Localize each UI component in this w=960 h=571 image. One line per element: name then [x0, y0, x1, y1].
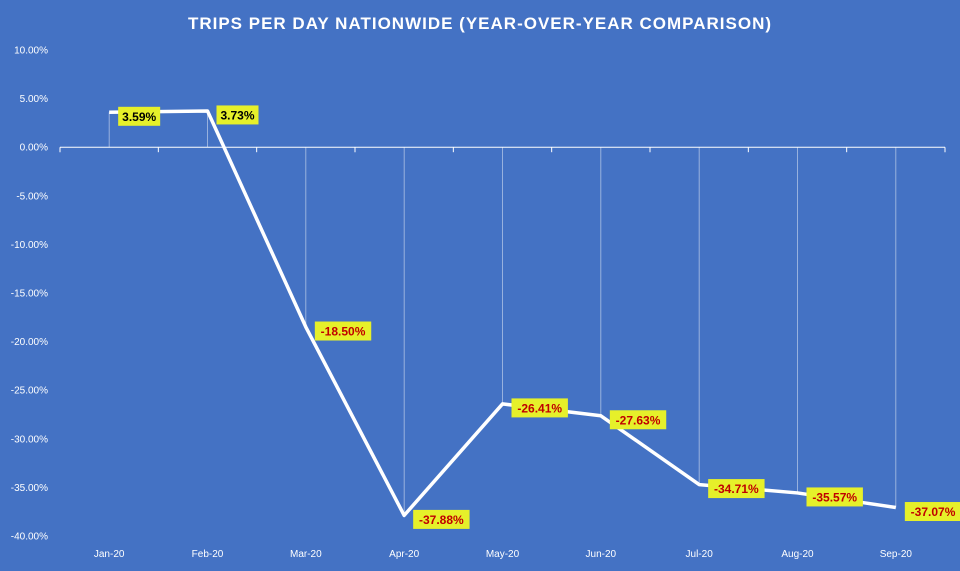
data-labels: 3.59% 3.73% -18.50% -37.88% -26.41% -27.63% -3…: [118, 105, 960, 529]
data-label-text: -34.71%: [714, 482, 759, 496]
x-tick-label: Mar-20: [290, 549, 322, 560]
y-axis: 10.00% 5.00% 0.00% -5.00% -10.00% -15.00% -20.…: [11, 46, 48, 543]
data-label-box: [511, 398, 568, 418]
data-label-text: 3.59%: [122, 110, 156, 124]
y-tick-label: -5.00%: [16, 191, 48, 202]
y-tick-label: -10.00%: [11, 240, 48, 251]
y-tick-label: 0.00%: [20, 143, 48, 154]
y-tick-label: -30.00%: [11, 434, 48, 445]
x-tick-label: Feb-20: [192, 549, 224, 560]
data-label-box: [806, 487, 863, 507]
y-tick-label: 10.00%: [14, 46, 48, 57]
data-label: 3.59%: [118, 106, 161, 126]
x-tick-label: Aug-20: [781, 549, 814, 560]
x-tick-label: Jun-20: [586, 549, 617, 560]
data-label: -35.57%: [806, 487, 863, 507]
data-label-box: [413, 509, 470, 529]
data-label-box: [609, 410, 667, 430]
data-label-box: [314, 321, 372, 341]
x-axis: Jan-20 Feb-20 Mar-20 Apr-20 May-20 Jun-20 Jul-…: [59, 147, 946, 560]
data-label: -37.88%: [413, 509, 470, 529]
x-tick-label: May-20: [486, 549, 520, 560]
data-label-text: -35.57%: [812, 490, 857, 504]
x-tick-label: Apr-20: [389, 549, 419, 560]
data-label: -34.71%: [708, 479, 765, 499]
y-tick-label: -25.00%: [11, 386, 48, 397]
data-label-box: [708, 479, 765, 499]
x-tick-label: Sep-20: [880, 549, 913, 560]
y-tick-label: -15.00%: [11, 289, 48, 300]
data-label-text: 3.73%: [220, 108, 254, 122]
data-label: -27.63%: [609, 410, 667, 430]
drop-lines: [108, 110, 897, 516]
chart-title: TRIPS PER DAY NATIONWIDE (YEAR-OVER-YEAR…: [188, 14, 772, 33]
data-label-text: -18.50%: [321, 325, 366, 339]
series-line: [109, 109, 897, 518]
y-tick-label: 5.00%: [20, 94, 48, 105]
data-label-box: [118, 106, 161, 126]
y-tick-label: -35.00%: [11, 483, 48, 494]
data-label: -37.07%: [904, 502, 960, 522]
y-tick-label: -20.00%: [11, 337, 48, 348]
x-tick-label: Jul-20: [686, 549, 714, 560]
y-tick-label: -40.00%: [11, 532, 48, 543]
data-label-text: -37.07%: [911, 505, 956, 519]
x-tick-label: Jan-20: [94, 549, 125, 560]
data-label-box: [904, 502, 960, 522]
data-label-box: [216, 105, 259, 125]
data-label-text: -27.63%: [616, 413, 661, 427]
data-label: -26.41%: [511, 398, 568, 418]
data-label-text: -37.88%: [419, 513, 464, 527]
data-label: -18.50%: [314, 321, 372, 341]
data-label: 3.73%: [216, 105, 259, 125]
data-label-text: -26.41%: [517, 401, 562, 415]
